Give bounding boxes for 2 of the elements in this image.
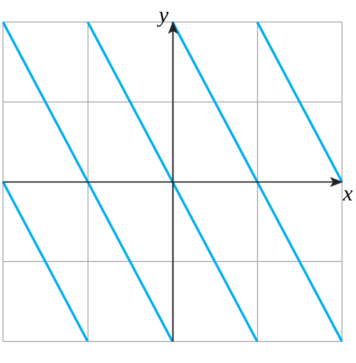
- x-axis-title: x: [342, 180, 353, 206]
- y-axis-title: y: [156, 2, 169, 27]
